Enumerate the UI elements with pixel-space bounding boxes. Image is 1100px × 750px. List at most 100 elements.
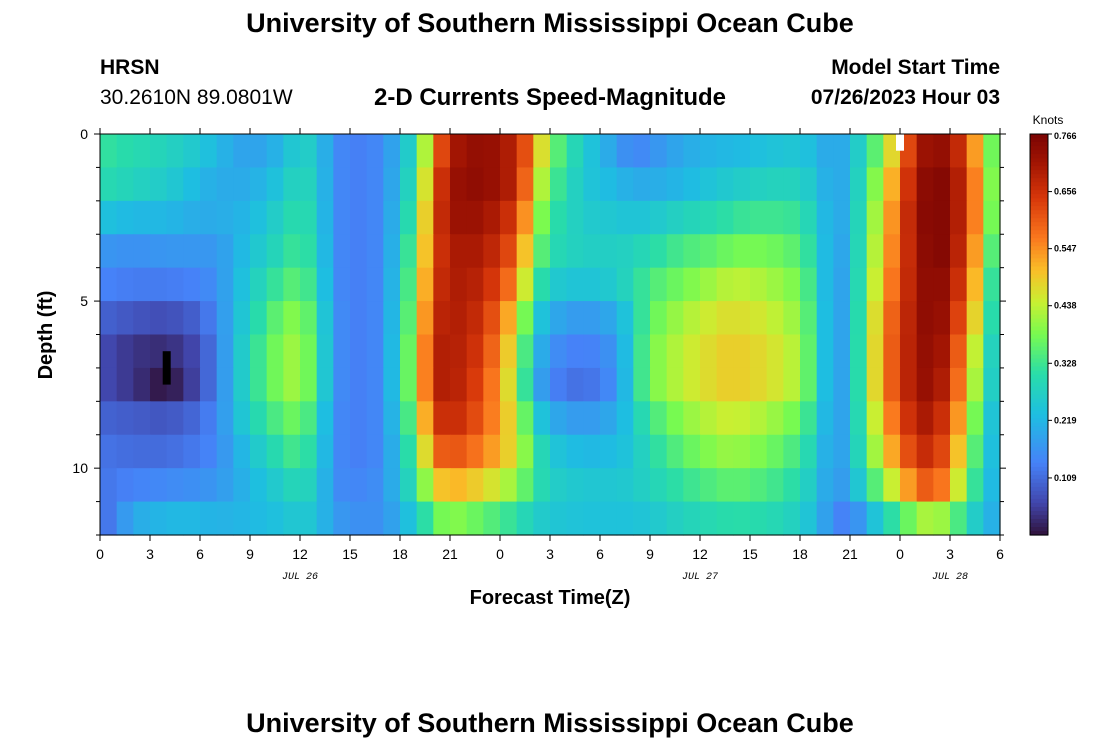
heatmap-cell xyxy=(100,267,118,302)
heatmap-cell xyxy=(350,234,368,269)
heatmap-cell xyxy=(333,434,351,469)
heatmap-cell xyxy=(916,301,934,336)
white-bar-marker xyxy=(896,134,904,151)
heatmap-cell xyxy=(833,200,851,235)
heatmap-cell xyxy=(400,501,418,536)
heatmap-cell xyxy=(950,501,968,536)
heatmap-cell xyxy=(300,200,318,235)
heatmap-cell xyxy=(600,134,618,169)
heatmap-cell xyxy=(883,234,901,269)
heatmap-cell xyxy=(983,468,1001,503)
heatmap-cell xyxy=(800,468,818,503)
heatmap-cell xyxy=(616,234,634,269)
heatmap-cell xyxy=(150,134,168,169)
heatmap-cell xyxy=(516,234,534,269)
heatmap-cell xyxy=(466,234,484,269)
heatmap-cell xyxy=(716,367,734,402)
footer-title: University of Southern Mississippi Ocean… xyxy=(246,708,854,738)
heatmap-cell xyxy=(866,501,884,536)
x-tick-label: 3 xyxy=(946,546,954,562)
heatmap-cell xyxy=(850,134,868,169)
heatmap-cell xyxy=(850,468,868,503)
heatmap-cell xyxy=(283,200,301,235)
heatmap-cell xyxy=(716,167,734,202)
colorbar-step xyxy=(1030,514,1048,520)
heatmap-cell xyxy=(500,167,518,202)
heatmap-cell xyxy=(933,234,951,269)
colorbar-step xyxy=(1030,218,1048,223)
heatmap-cell xyxy=(350,334,368,369)
colorbar-step xyxy=(1030,306,1048,312)
heatmap-cell xyxy=(800,301,818,336)
heatmap-cell xyxy=(266,434,284,469)
colorbar-step xyxy=(1030,414,1048,420)
heatmap-cell xyxy=(900,334,918,369)
heatmap-cell xyxy=(133,134,151,169)
heatmap-cell xyxy=(583,167,601,202)
colorbar-step xyxy=(1030,162,1048,167)
heatmap-cell xyxy=(200,234,218,269)
colorbar-step xyxy=(1030,438,1048,444)
heatmap-cell xyxy=(900,468,918,503)
heatmap-cell xyxy=(583,267,601,302)
heatmap-cell xyxy=(333,134,351,169)
heatmap-cell xyxy=(633,334,651,369)
colorbar-unit: Knots xyxy=(1033,113,1064,127)
heatmap-cell xyxy=(916,434,934,469)
heatmap-cell xyxy=(416,200,434,235)
heatmap-cell xyxy=(950,401,968,436)
x-tick-label: 3 xyxy=(546,546,554,562)
heatmap-cell xyxy=(616,167,634,202)
colorbar-step xyxy=(1030,238,1048,243)
heatmap-cell xyxy=(350,401,368,436)
heatmap-cell xyxy=(566,301,584,336)
heatmap-cell xyxy=(633,367,651,402)
heatmap-cell xyxy=(483,167,501,202)
heatmap-cell xyxy=(983,167,1001,202)
heatmap-cell xyxy=(850,367,868,402)
heatmap-cell xyxy=(366,468,384,503)
colorbar-step xyxy=(1030,398,1048,404)
heatmap-cell xyxy=(866,367,884,402)
heatmap-cell xyxy=(333,468,351,503)
heatmap-cell xyxy=(550,434,568,469)
heatmap-cell xyxy=(250,367,268,402)
heatmap-cell xyxy=(950,167,968,202)
heatmap-cell xyxy=(283,434,301,469)
colorbar-step xyxy=(1030,134,1048,139)
heatmap-cell xyxy=(383,401,401,436)
heatmap-cell xyxy=(116,301,134,336)
heatmap-cell xyxy=(333,334,351,369)
heatmap-cell xyxy=(733,134,751,169)
heatmap-cell xyxy=(150,301,168,336)
heatmap-cell xyxy=(216,468,234,503)
date-labels: JUL 26 JUL 27 JUL 28 xyxy=(282,572,968,583)
heatmap-cell xyxy=(366,134,384,169)
heatmap-cell xyxy=(116,367,134,402)
heatmap-cell xyxy=(316,334,334,369)
x-tick-label: 18 xyxy=(392,546,408,562)
heatmap-cell xyxy=(983,434,1001,469)
heatmap-cell xyxy=(883,501,901,536)
heatmap-cell xyxy=(666,134,684,169)
heatmap-cell xyxy=(266,367,284,402)
heatmap-cell xyxy=(833,501,851,536)
heatmap-cell xyxy=(250,167,268,202)
heatmap-cell xyxy=(433,367,451,402)
heatmap-cell xyxy=(683,134,701,169)
heatmap-cell xyxy=(150,200,168,235)
heatmap-cell xyxy=(333,401,351,436)
heatmap-cell xyxy=(333,267,351,302)
heatmap-cell xyxy=(733,501,751,536)
heatmap-cell xyxy=(733,200,751,235)
colorbar-step xyxy=(1030,182,1048,187)
colorbar-ticks: 0.109 0.219 0.328 0.438 0.547 0.656 0.766 xyxy=(1048,131,1077,483)
heatmap-cell xyxy=(683,468,701,503)
heatmap-cell xyxy=(233,301,251,336)
heatmap-cell xyxy=(766,234,784,269)
heatmap-cell xyxy=(500,367,518,402)
colorbar-step xyxy=(1030,354,1048,360)
heatmap-cell xyxy=(966,301,984,336)
heatmap-cell xyxy=(850,434,868,469)
heatmap-cell xyxy=(383,301,401,336)
